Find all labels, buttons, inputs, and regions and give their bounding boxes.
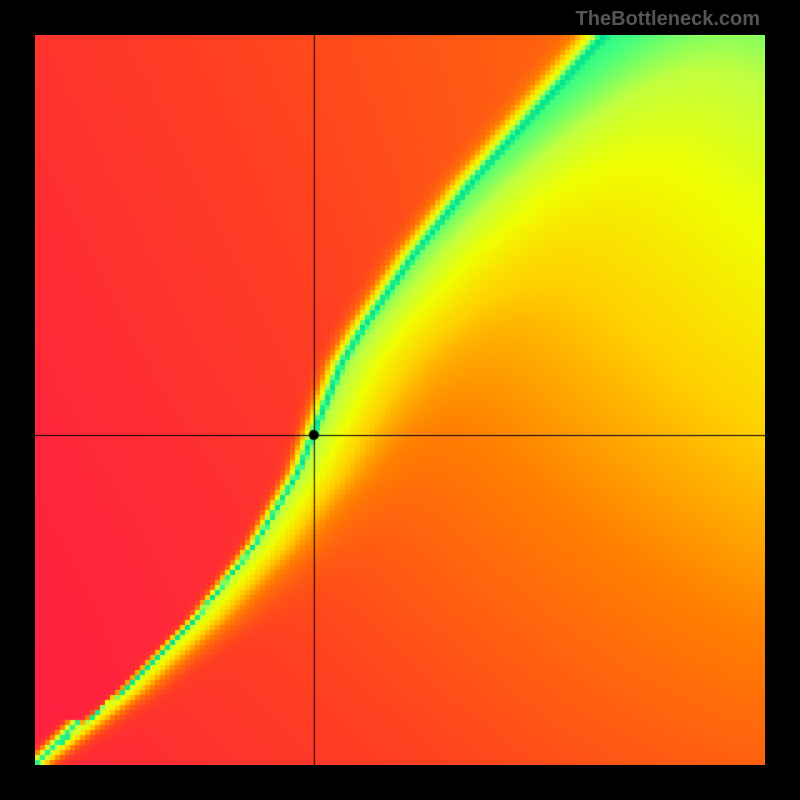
watermark-text: TheBottleneck.com [576,8,760,31]
heatmap-canvas [35,35,765,765]
heatmap-chart [35,35,765,765]
